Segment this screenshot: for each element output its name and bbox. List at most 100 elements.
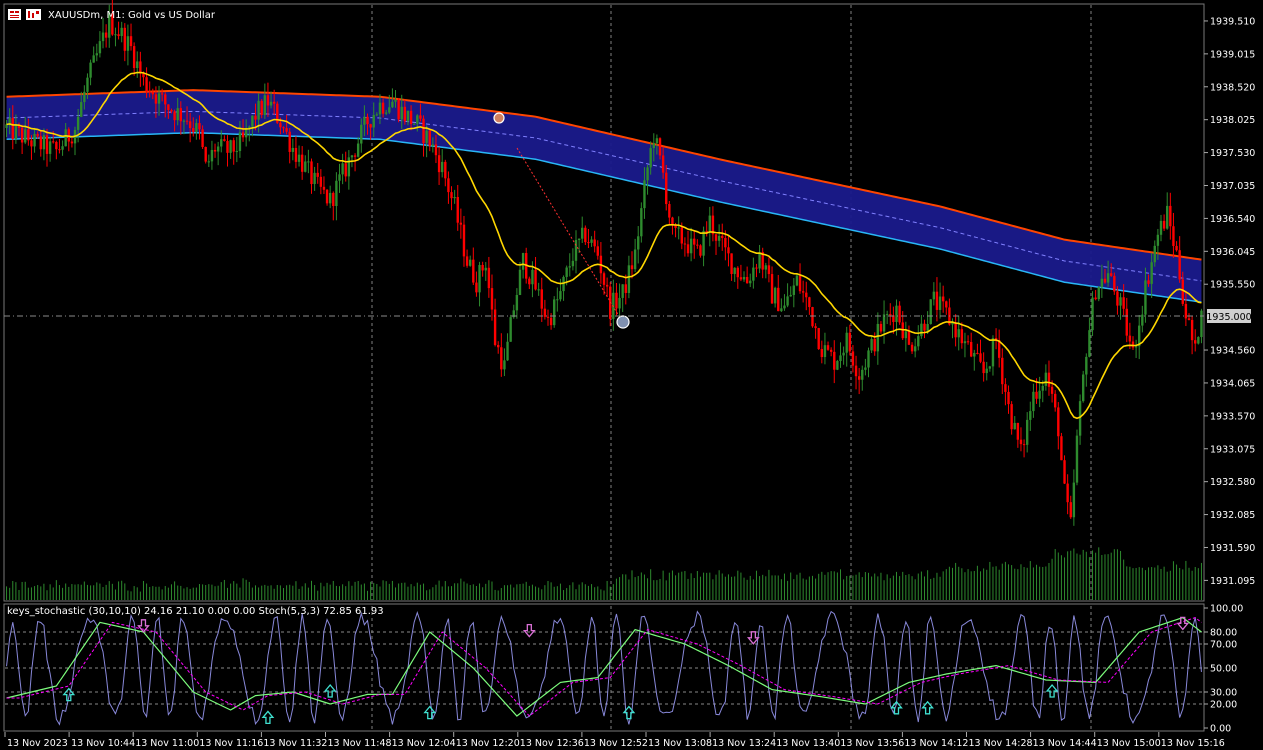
candle-body <box>553 299 556 326</box>
up-arrow-icon <box>921 700 935 715</box>
candle-body <box>1147 280 1150 284</box>
candle-body <box>160 93 164 95</box>
candle-body <box>584 227 587 243</box>
candle-body <box>913 346 917 352</box>
candle-body <box>148 91 151 93</box>
candle-body <box>42 135 46 150</box>
time-tick-label: 13 Nov 13:08 <box>648 738 712 749</box>
candle-body <box>291 147 295 152</box>
candle-body <box>400 106 403 120</box>
candle-body <box>518 269 522 295</box>
candle-body <box>674 224 677 228</box>
candle-body <box>1063 460 1066 484</box>
candle-body <box>976 352 979 354</box>
candle-body <box>1184 303 1188 319</box>
candle-body <box>8 118 11 125</box>
candle-body <box>1035 391 1038 399</box>
time-tick-label: 13 Nov 14:44 <box>1033 738 1097 749</box>
candle-body <box>587 242 590 244</box>
candle-body <box>1029 411 1032 420</box>
band-fill <box>6 90 1202 303</box>
candle-body <box>86 77 89 92</box>
moving-average-line <box>6 71 1202 420</box>
indicator-tick-label: 70.00 <box>1210 640 1237 651</box>
price-tick-label: 1932.580 <box>1210 477 1255 488</box>
candle-body <box>384 112 388 114</box>
candle-body <box>997 340 1001 358</box>
candle-body <box>693 238 696 245</box>
candle-body <box>537 289 540 291</box>
candle-body <box>1019 439 1023 445</box>
candle-body <box>416 115 419 124</box>
candle-body <box>425 130 428 144</box>
price-tick-label: 1936.540 <box>1210 214 1255 225</box>
trade-exit-marker <box>616 315 630 329</box>
time-tick-label: 13 Nov 11:16 <box>199 738 263 749</box>
candle-body <box>935 291 939 310</box>
candle-body <box>248 126 251 129</box>
candle-body <box>736 267 740 278</box>
candle-body <box>285 128 288 132</box>
candle-body <box>80 102 83 117</box>
main-chart-frame <box>3 3 1205 602</box>
candle-body <box>864 367 867 370</box>
candle-body <box>568 266 571 268</box>
candle-body <box>297 154 301 162</box>
trade-entry-marker <box>493 112 505 124</box>
trading-icon[interactable] <box>26 9 41 20</box>
candle-body <box>792 285 796 295</box>
candle-body <box>266 95 270 106</box>
time-axis: 13 Nov 2023 13 Nov 10:44 13 Nov 11:00 13 No… <box>4 732 1225 749</box>
candle-body <box>453 196 456 199</box>
candle-body <box>714 234 718 241</box>
candle-body <box>45 135 49 154</box>
chart-icon[interactable] <box>8 9 21 20</box>
candle-body <box>170 109 173 112</box>
candle-body <box>497 344 500 348</box>
band-upper-line <box>6 89 1202 261</box>
time-tick-label: 13 Nov 14:12 <box>904 738 968 749</box>
candle-body <box>621 284 624 298</box>
candle-body <box>773 287 777 304</box>
candle-body <box>711 215 715 235</box>
candle-body <box>1025 419 1029 445</box>
time-tick-label: 13 Nov 15:16 <box>1161 738 1225 749</box>
candle-body <box>500 347 503 370</box>
candle-body <box>982 361 985 374</box>
candle-body <box>795 275 799 286</box>
candle-body <box>556 299 559 301</box>
candle-body <box>929 299 932 325</box>
price-tick-label: 1933.075 <box>1210 444 1255 455</box>
candle-body <box>1178 250 1181 280</box>
candle-body <box>11 118 14 139</box>
candle-body <box>565 267 568 277</box>
candle-body <box>1050 386 1054 394</box>
candle-body <box>963 341 967 344</box>
candle-body <box>1032 391 1035 412</box>
candle-body <box>92 55 95 63</box>
candle-body <box>437 155 441 173</box>
candle-body <box>111 13 114 35</box>
candle-body <box>1038 390 1041 399</box>
candle-body <box>1085 356 1088 375</box>
time-tick-label: 13 Nov 12:04 <box>392 738 456 749</box>
trade-markers[interactable] <box>493 112 630 329</box>
candle-body <box>257 100 260 120</box>
candle-body <box>571 260 575 267</box>
candle-body <box>213 149 217 152</box>
up-arrow-icon <box>261 710 275 725</box>
envelope-band <box>6 89 1202 303</box>
candle-body <box>20 127 24 143</box>
candle-body <box>260 100 263 115</box>
symbol-title: XAUUSDm, M1: Gold vs US Dollar <box>48 10 216 21</box>
candle-body <box>882 314 886 332</box>
candle-body <box>1091 297 1094 331</box>
candle-body <box>957 329 960 338</box>
candle-body <box>879 323 883 332</box>
candle-body <box>559 291 562 300</box>
candle-body <box>1001 357 1004 385</box>
candle-body <box>325 189 329 204</box>
candle-body <box>668 204 671 218</box>
candle-body <box>932 291 936 300</box>
candle-body <box>472 259 475 283</box>
